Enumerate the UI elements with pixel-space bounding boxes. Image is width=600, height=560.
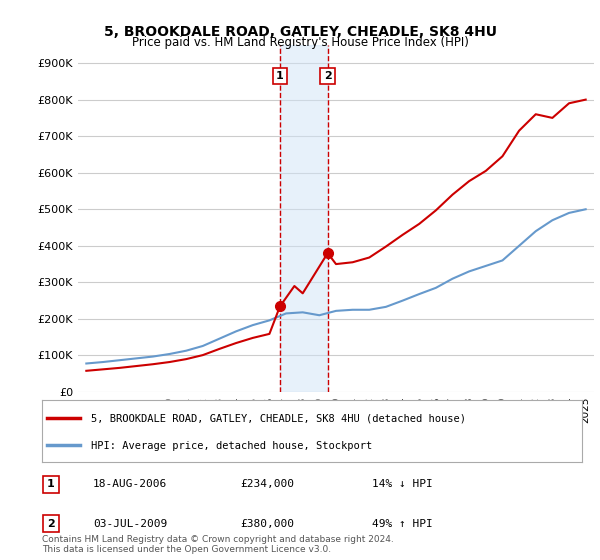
Text: 1: 1: [47, 479, 55, 489]
Text: 18-AUG-2006: 18-AUG-2006: [93, 479, 167, 489]
Text: £380,000: £380,000: [240, 519, 294, 529]
Text: 1: 1: [276, 71, 284, 81]
Text: £234,000: £234,000: [240, 479, 294, 489]
Text: Price paid vs. HM Land Registry's House Price Index (HPI): Price paid vs. HM Land Registry's House …: [131, 36, 469, 49]
Text: HPI: Average price, detached house, Stockport: HPI: Average price, detached house, Stoc…: [91, 441, 372, 451]
Text: 14% ↓ HPI: 14% ↓ HPI: [372, 479, 433, 489]
Text: 5, BROOKDALE ROAD, GATLEY, CHEADLE, SK8 4HU (detached house): 5, BROOKDALE ROAD, GATLEY, CHEADLE, SK8 …: [91, 414, 466, 424]
Text: 03-JUL-2009: 03-JUL-2009: [93, 519, 167, 529]
Text: 5, BROOKDALE ROAD, GATLEY, CHEADLE, SK8 4HU: 5, BROOKDALE ROAD, GATLEY, CHEADLE, SK8 …: [104, 25, 497, 39]
Text: 2: 2: [47, 519, 55, 529]
Text: 49% ↑ HPI: 49% ↑ HPI: [372, 519, 433, 529]
Text: 2: 2: [324, 71, 332, 81]
Text: Contains HM Land Registry data © Crown copyright and database right 2024.
This d: Contains HM Land Registry data © Crown c…: [42, 535, 394, 554]
Bar: [280, 45, 328, 392]
